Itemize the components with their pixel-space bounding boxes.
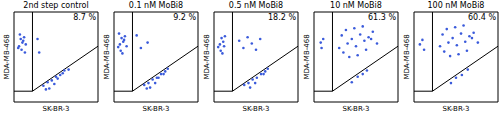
svg-text:MDA-MB-468: MDA-MB-468 <box>103 34 111 79</box>
html-text:10 nM MoBi8: 10 nM MoBi8 <box>330 1 382 10</box>
html-text:2nd step control: 2nd step control <box>23 1 89 10</box>
html-text:61.3 %: 61.3 % <box>368 13 396 22</box>
svg-text:SK-BR-3: SK-BR-3 <box>243 105 270 113</box>
svg-text:SK-BR-3: SK-BR-3 <box>143 105 170 113</box>
svg-text:MDA-MB-468: MDA-MB-468 <box>203 34 211 79</box>
html-text:18.2 %: 18.2 % <box>268 13 296 22</box>
svg-text:SK-BR-3: SK-BR-3 <box>343 105 370 113</box>
html-text:9.2 %: 9.2 % <box>173 13 196 22</box>
svg-text:MDA-MB-468: MDA-MB-468 <box>303 34 311 79</box>
svg-text:MDA-MB-468: MDA-MB-468 <box>8 34 11 79</box>
svg-text:SK-BR-3: SK-BR-3 <box>443 105 470 113</box>
html-text:0.5 nM MoBi8: 0.5 nM MoBi8 <box>228 1 284 10</box>
html-text:0.1 nM MoBi8: 0.1 nM MoBi8 <box>128 1 184 10</box>
html-text:60.4 %: 60.4 % <box>468 13 496 22</box>
html-text:8.7 %: 8.7 % <box>73 13 96 22</box>
html-text:100 nM MoBi8: 100 nM MoBi8 <box>427 1 485 10</box>
svg-text:SK-BR-3: SK-BR-3 <box>43 105 70 113</box>
svg-text:MDA-MB-468: MDA-MB-468 <box>403 34 411 79</box>
